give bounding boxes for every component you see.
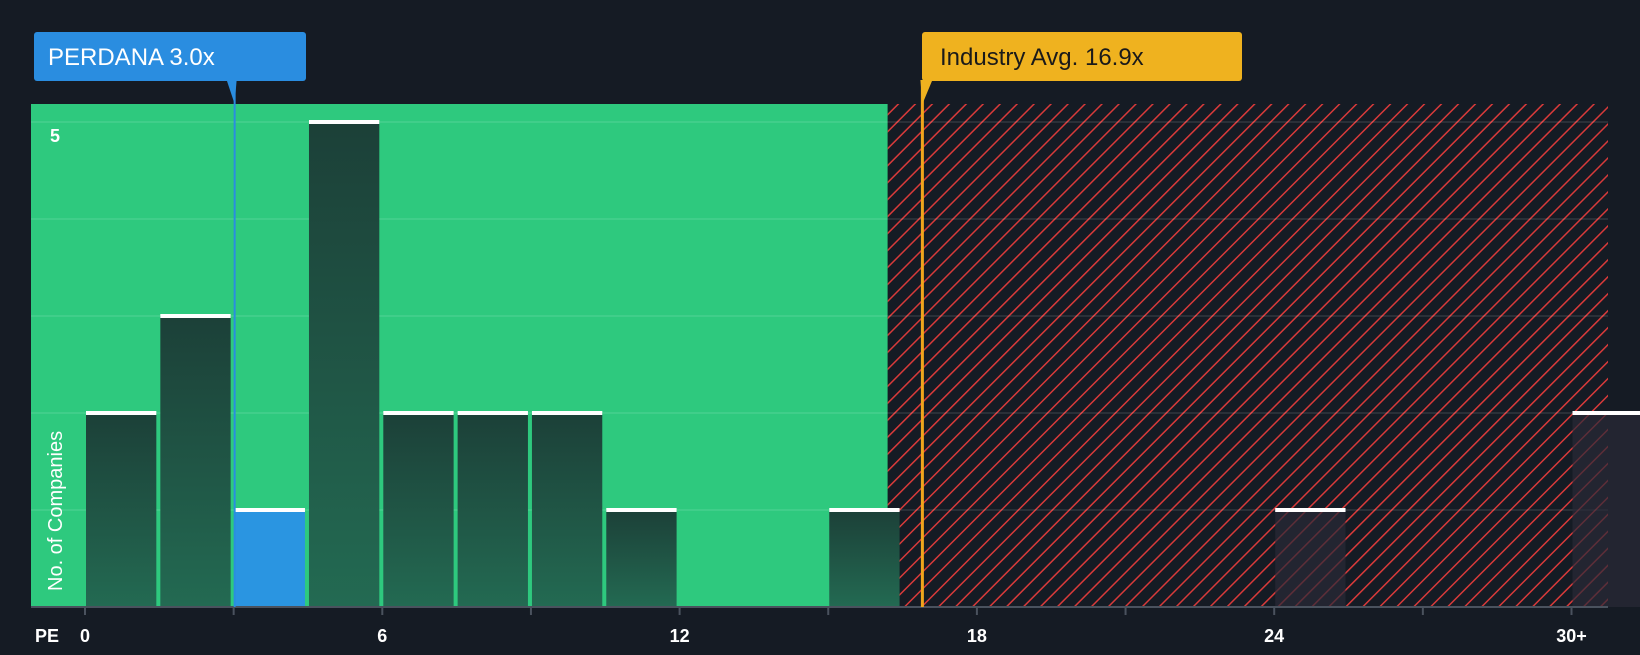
bar-7 xyxy=(606,510,676,607)
x-tick-label-12: 12 xyxy=(670,626,690,646)
bar-3 xyxy=(309,122,379,607)
overvalued-zone xyxy=(888,104,1608,607)
bar-cap-8 xyxy=(829,508,899,512)
x-tick-label-30: 30+ xyxy=(1556,626,1587,646)
y-axis-label: No. of Companies xyxy=(45,431,67,591)
x-tick-label-0: 0 xyxy=(80,626,90,646)
x-tick-labels: 0 6 12 18 24 30+ xyxy=(80,626,1587,646)
bar-6 xyxy=(532,413,602,607)
y-tick-labels: 5 xyxy=(50,126,60,146)
bar-cap-3 xyxy=(309,120,379,124)
bar-cap-10 xyxy=(1573,411,1640,415)
bar-8 xyxy=(829,510,899,607)
bar-cap-6 xyxy=(532,411,602,415)
bar-1 xyxy=(160,316,230,607)
bar-0 xyxy=(86,413,156,607)
x-tick-label-24: 24 xyxy=(1264,626,1284,646)
x-ticks xyxy=(85,607,1572,615)
company-label: PERDANA 3.0x xyxy=(34,32,306,104)
bar-9 xyxy=(1275,510,1345,607)
bar-10 xyxy=(1573,413,1640,607)
bar-cap-5 xyxy=(458,411,528,415)
bar-cap-1 xyxy=(160,314,230,318)
bar-cap-7 xyxy=(606,508,676,512)
bar-cap-9 xyxy=(1275,508,1345,512)
company-label-text: PERDANA 3.0x xyxy=(48,44,215,71)
x-tick-label-18: 18 xyxy=(967,626,987,646)
bar-cap-2 xyxy=(235,508,305,512)
bar-5 xyxy=(458,413,528,607)
industry-label: Industry Avg. 16.9x xyxy=(920,32,1242,104)
x-axis-label: PE xyxy=(35,626,59,646)
industry-label-pointer xyxy=(920,80,932,104)
bar-cap-4 xyxy=(383,411,453,415)
bar-2 xyxy=(235,510,305,607)
x-tick-label-6: 6 xyxy=(377,626,387,646)
bar-4 xyxy=(383,413,453,607)
y-tick-label-5: 5 xyxy=(50,126,60,146)
industry-label-text: Industry Avg. 16.9x xyxy=(940,44,1144,71)
bar-cap-0 xyxy=(86,411,156,415)
